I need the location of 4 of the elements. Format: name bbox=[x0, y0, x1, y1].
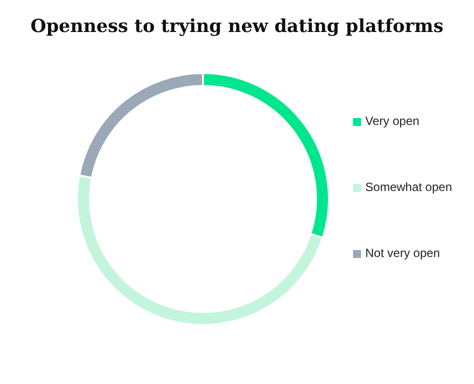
chart-title: Openness to trying new dating platforms bbox=[30, 16, 444, 37]
legend-label: Not very open bbox=[365, 246, 440, 260]
legend-label: Somewhat open bbox=[365, 180, 452, 194]
legend-label: Very open bbox=[365, 114, 420, 128]
